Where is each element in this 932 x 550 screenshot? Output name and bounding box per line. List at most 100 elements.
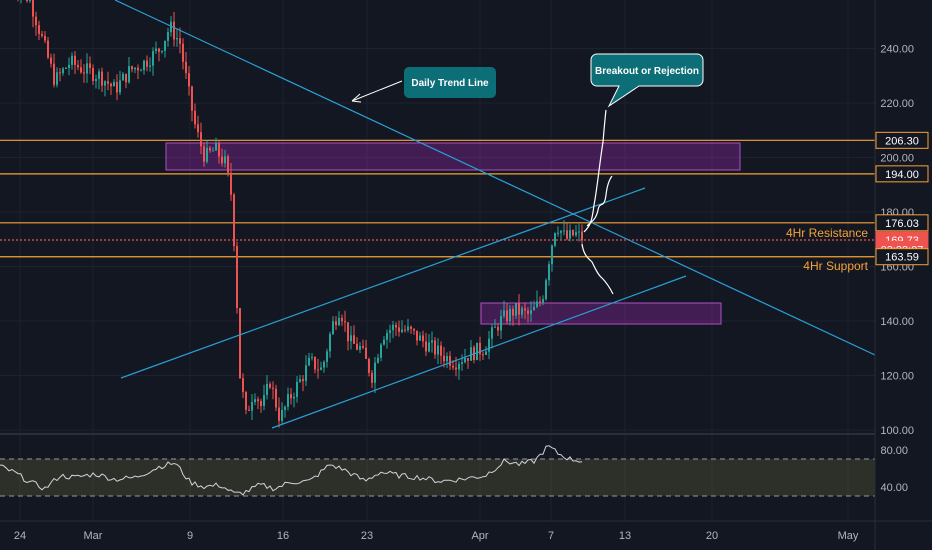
candle-body	[266, 383, 268, 396]
candle-body	[332, 321, 334, 335]
rsi-tick-label: 80.00	[880, 445, 908, 457]
candle-body	[563, 230, 565, 232]
candle-body	[443, 355, 445, 362]
candle-body	[539, 301, 541, 303]
candle-body	[149, 65, 151, 67]
rsi-pane	[0, 433, 875, 497]
candle-body	[257, 399, 259, 402]
price-tag-text: 206.30	[885, 135, 919, 147]
candle-body	[362, 346, 364, 348]
candle-body	[164, 40, 166, 51]
candle-body	[359, 346, 361, 350]
candle-body	[455, 367, 457, 370]
price-tag-text: 163.59	[885, 252, 919, 264]
breakout-callout[interactable]: Breakout or Rejection	[590, 53, 704, 108]
candle-body	[104, 81, 106, 86]
candle-body	[188, 73, 190, 87]
time-tick-label: 24	[14, 530, 26, 542]
candle-body	[344, 321, 346, 323]
candle-body	[536, 301, 538, 308]
candle-body	[233, 194, 235, 247]
candle-body	[485, 351, 487, 355]
candle-body	[281, 409, 283, 421]
candle-body	[98, 71, 100, 79]
candle-body	[548, 264, 550, 281]
candles	[17, 0, 583, 428]
candle-body	[503, 310, 505, 317]
candle-body	[80, 67, 82, 73]
candle-body	[389, 330, 391, 333]
price-tick-label: 140.00	[880, 316, 914, 328]
callout-label: Breakout or Rejection	[595, 66, 699, 77]
candle-body	[416, 330, 418, 341]
candle-body	[305, 365, 307, 382]
candle-body	[71, 55, 73, 65]
candle-body	[35, 16, 37, 26]
candle-body	[110, 83, 112, 87]
time-tick-label: 16	[277, 530, 289, 542]
candle-body	[44, 35, 46, 41]
candle-body	[38, 25, 40, 34]
candle-body	[248, 409, 250, 411]
candle-body	[176, 38, 178, 40]
candle-body	[524, 308, 526, 311]
time-tick-label: Apr	[471, 530, 488, 542]
callout-box	[404, 67, 496, 98]
candle-body	[509, 308, 511, 322]
price-tag: 176.03	[875, 214, 929, 232]
breakout-alt-path	[586, 175, 613, 227]
candle-body	[131, 66, 133, 70]
candle-body	[377, 357, 379, 363]
candle-body	[410, 326, 412, 329]
candle-body	[293, 396, 295, 399]
price-tag-box	[875, 248, 929, 266]
candle-body	[278, 407, 280, 421]
time-tick-label: 9	[187, 530, 193, 542]
candle-body	[572, 230, 574, 236]
rsi-axis[interactable]: 40.00 80.00	[880, 445, 908, 494]
candle-body	[497, 326, 499, 331]
candle-body	[326, 351, 328, 362]
candle-body	[449, 356, 451, 366]
candle-body	[317, 369, 319, 371]
channel-upper-line	[120, 187, 646, 379]
candle-body	[182, 43, 184, 62]
candle-body	[62, 68, 64, 74]
candle-body	[26, 0, 28, 1]
candle-body	[341, 317, 343, 322]
candle-body	[308, 357, 310, 366]
candle-body	[356, 343, 358, 350]
candle-body	[554, 233, 556, 246]
candle-body	[167, 32, 169, 41]
candle-body	[209, 147, 211, 151]
time-tick-label: 13	[619, 530, 631, 542]
candle-body	[245, 391, 247, 410]
candle-body	[461, 362, 463, 364]
candle-body	[290, 394, 292, 399]
candle-body	[530, 310, 532, 314]
candle-body	[179, 38, 181, 44]
candle-body	[545, 280, 547, 300]
candle-body	[155, 48, 157, 51]
candle-body	[227, 156, 229, 173]
candle-body	[533, 307, 535, 311]
candle-body	[521, 308, 523, 315]
price-tick-label: 120.00	[880, 371, 914, 383]
candle-body	[512, 308, 514, 316]
candle-body	[269, 383, 271, 388]
candle-body	[197, 124, 199, 133]
candle-body	[74, 55, 76, 65]
candle-body	[491, 327, 493, 339]
candle-body	[467, 358, 469, 361]
candle-body	[251, 402, 253, 411]
candle-body	[92, 68, 94, 81]
daily-trend-line-callout[interactable]: Daily Trend Line	[351, 67, 496, 103]
candle-body	[464, 358, 466, 363]
candle-body	[218, 143, 220, 157]
candle-body	[314, 356, 316, 370]
time-axis[interactable]: 24 Mar 9 16 23 Apr 7 13 20 May	[14, 530, 859, 542]
candle-body	[383, 339, 385, 345]
resistance-label: 4Hr Resistance	[786, 226, 868, 240]
